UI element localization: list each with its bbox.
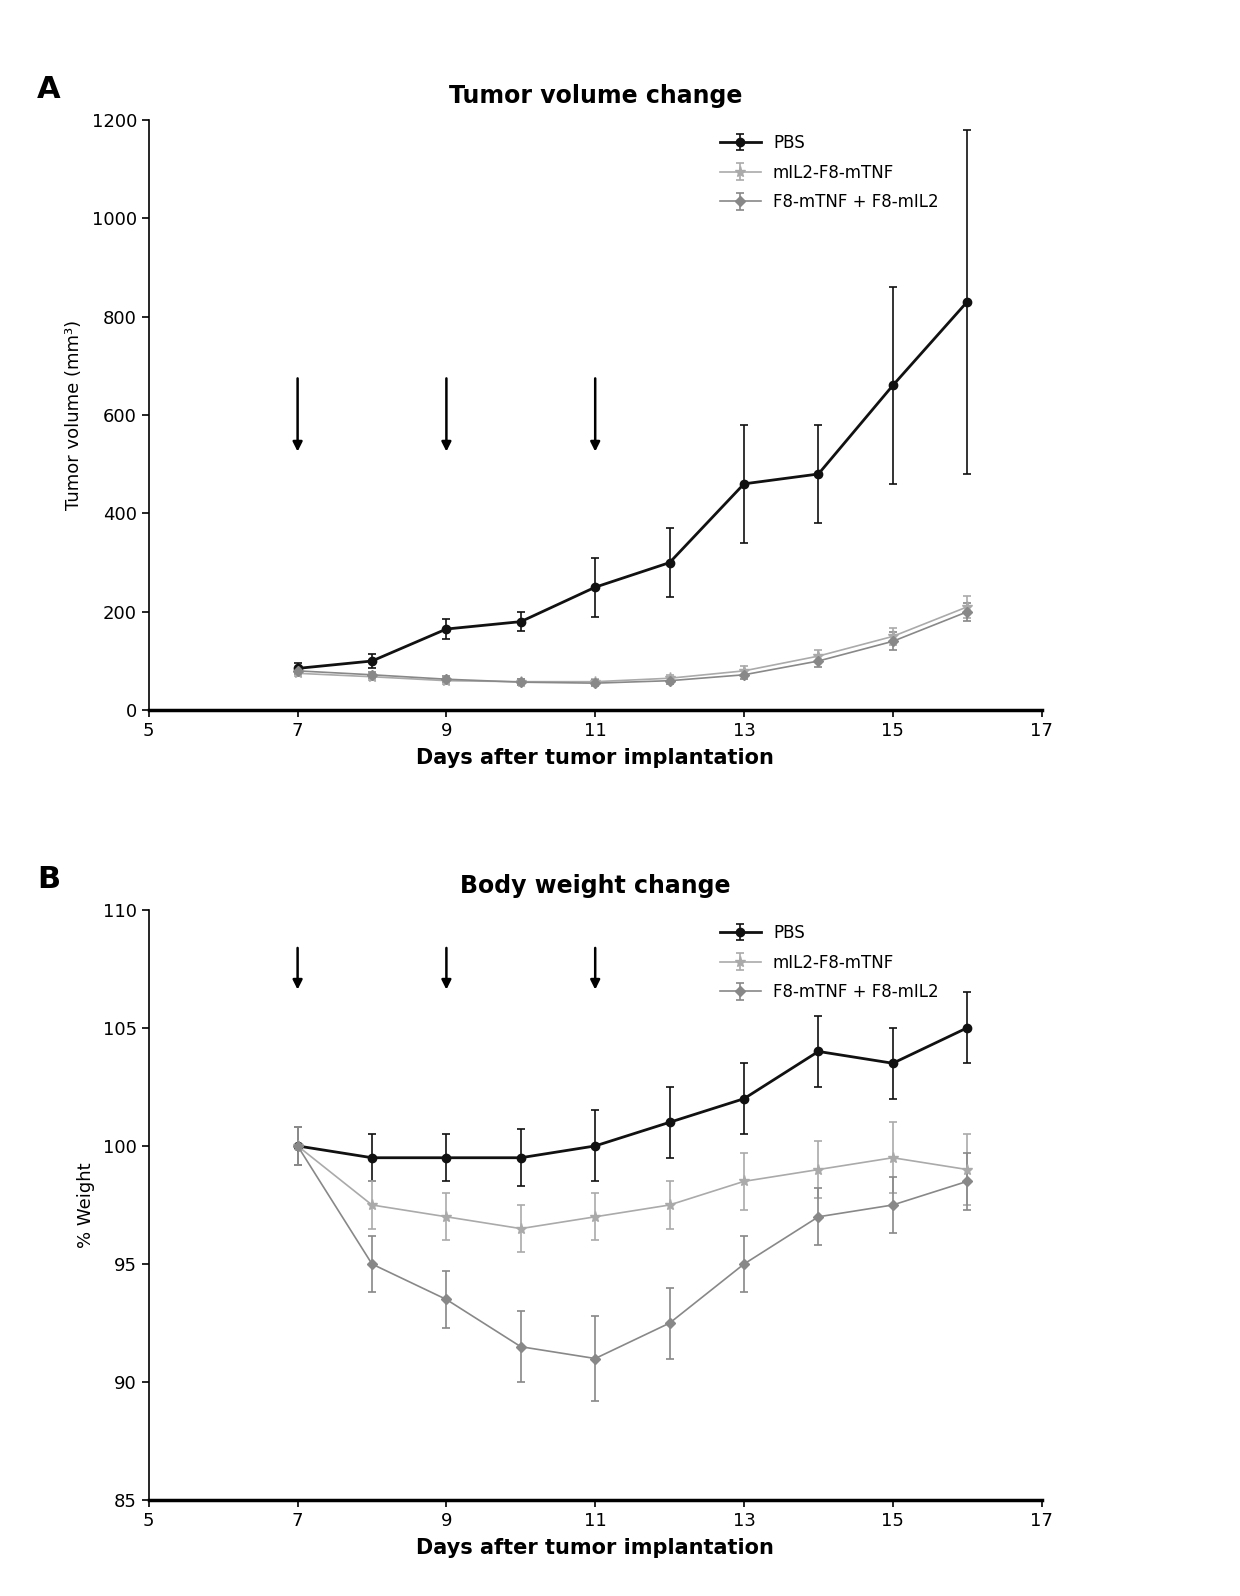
Y-axis label: % Weight: % Weight: [77, 1162, 94, 1248]
Legend: PBS, mIL2-F8-mTNF, F8-mTNF + F8-mIL2: PBS, mIL2-F8-mTNF, F8-mTNF + F8-mIL2: [719, 924, 939, 1001]
Y-axis label: Tumor volume (mm³): Tumor volume (mm³): [66, 319, 83, 511]
Title: Body weight change: Body weight change: [460, 875, 730, 899]
Text: A: A: [37, 75, 61, 104]
Title: Tumor volume change: Tumor volume change: [449, 85, 742, 109]
Text: B: B: [37, 865, 61, 894]
X-axis label: Days after tumor implantation: Days after tumor implantation: [417, 749, 774, 768]
X-axis label: Days after tumor implantation: Days after tumor implantation: [417, 1539, 774, 1558]
Legend: PBS, mIL2-F8-mTNF, F8-mTNF + F8-mIL2: PBS, mIL2-F8-mTNF, F8-mTNF + F8-mIL2: [719, 134, 939, 211]
